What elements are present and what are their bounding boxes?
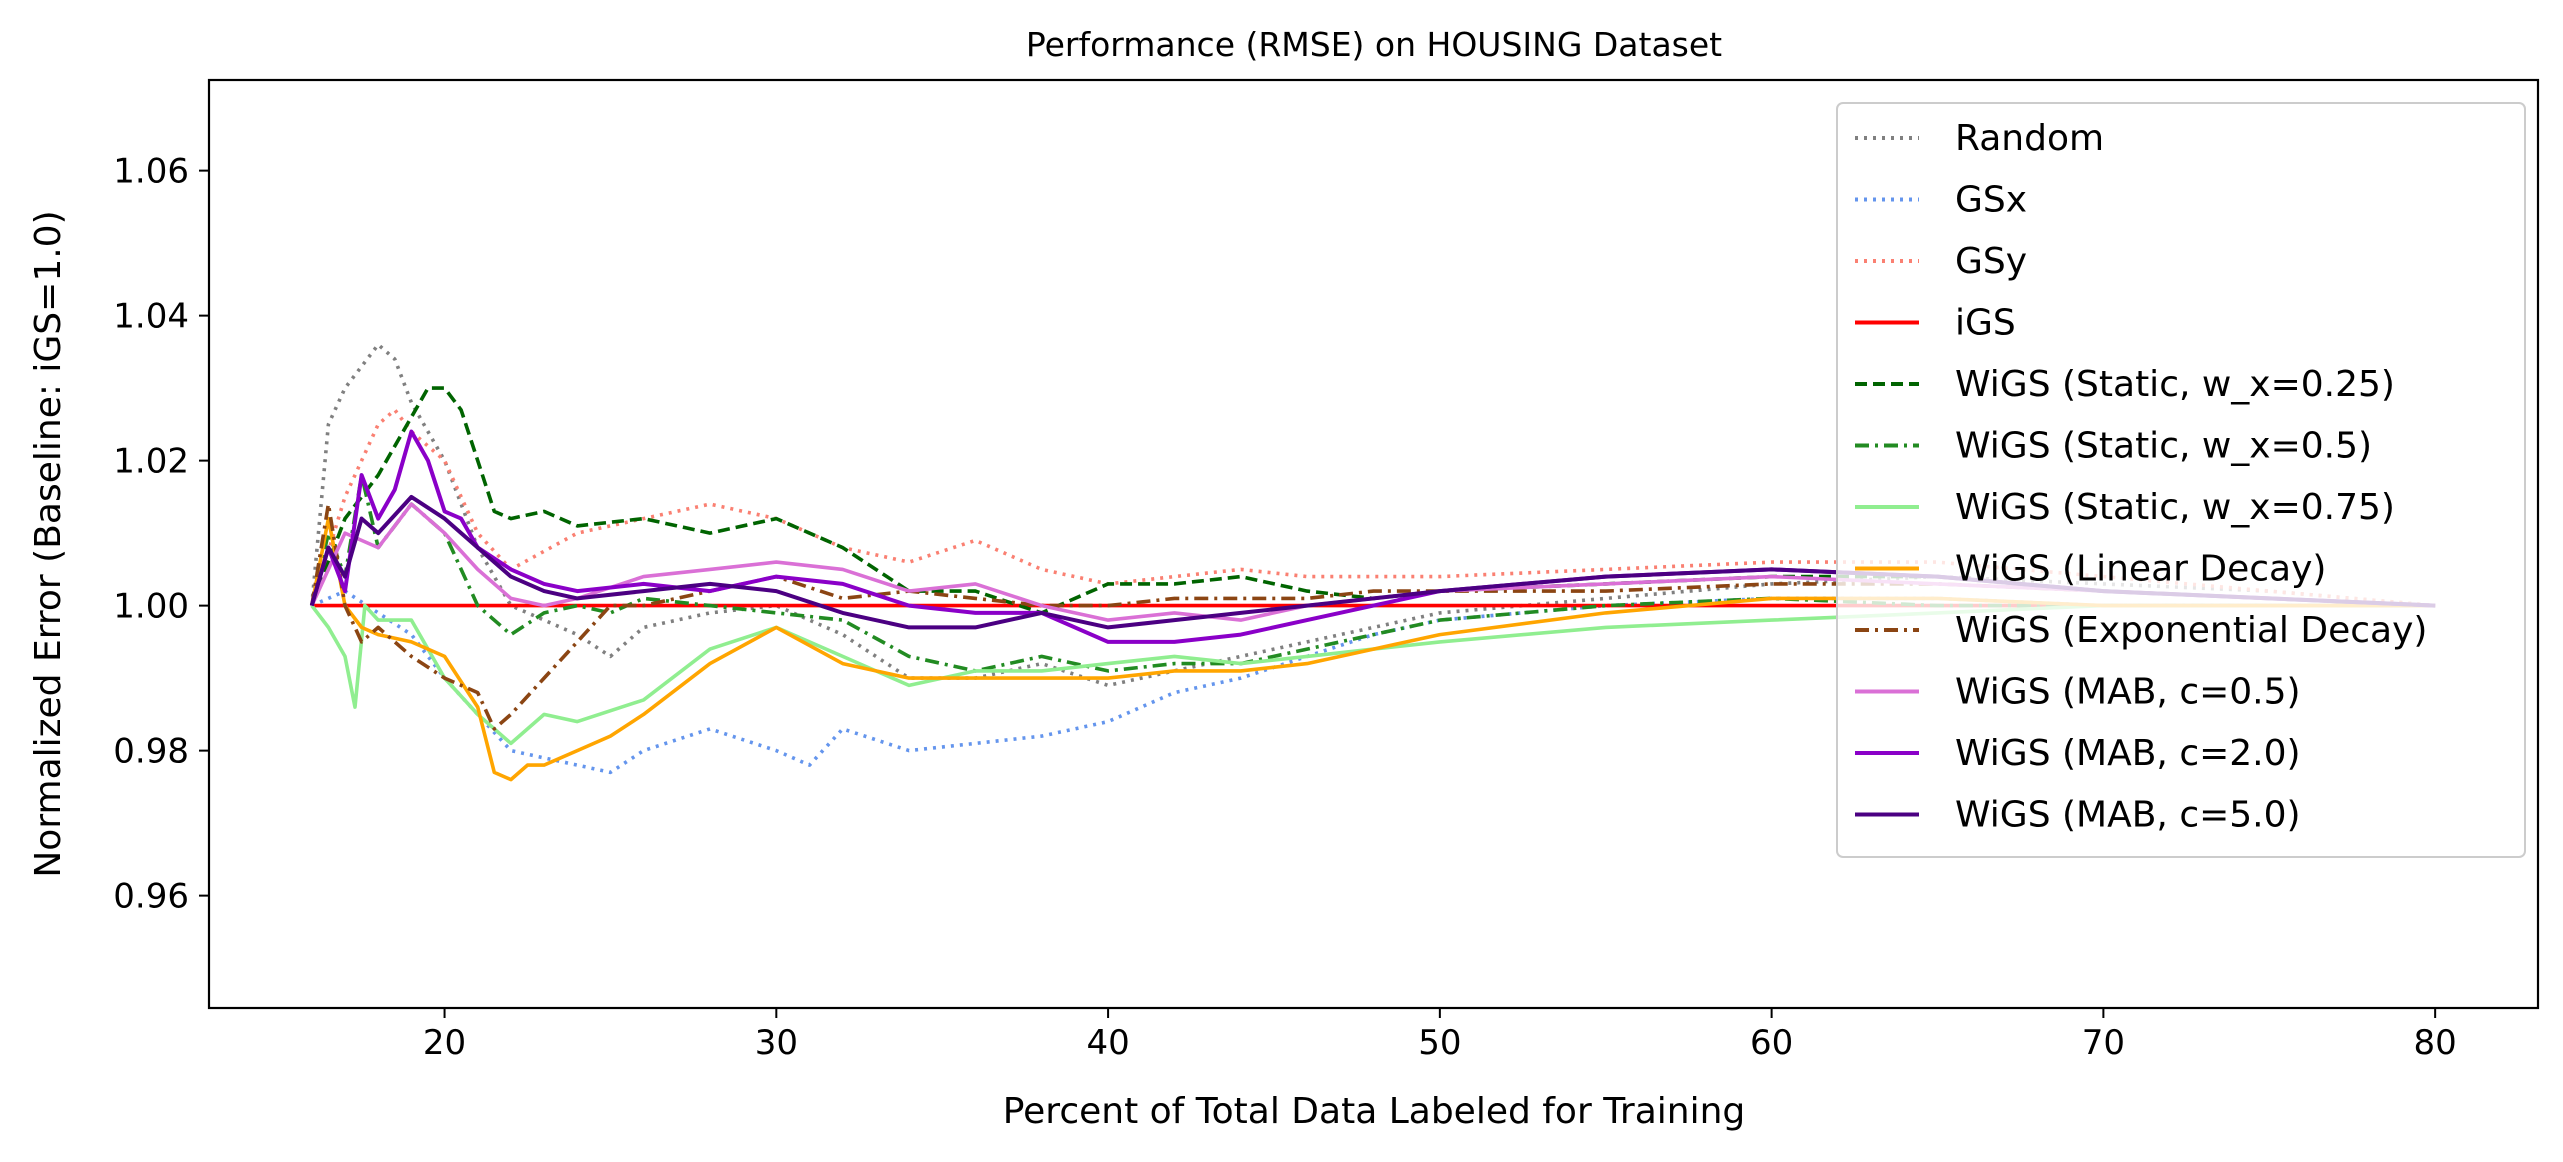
x-tick-label: 40 <box>1086 1023 1129 1063</box>
legend-label-wigs-static-w-x-0-75: WiGS (Static, w_x=0.75) <box>1955 487 2395 528</box>
y-axis: 0.96 0.98 1.00 1.02 1.04 1.06 <box>113 152 209 917</box>
x-tick-label: 30 <box>755 1023 798 1063</box>
legend-label-gsy: GSy <box>1955 241 2027 282</box>
y-tick-label: 0.98 <box>113 732 189 772</box>
y-tick-label: 0.96 <box>113 877 189 917</box>
x-tick-label: 80 <box>2414 1023 2457 1063</box>
x-tick-label: 60 <box>1750 1023 1793 1063</box>
legend-label-wigs-mab-c-2-0: WiGS (MAB, c=2.0) <box>1955 733 2301 774</box>
series-line-random <box>310 342 2436 688</box>
legend: Random GSx GSy iGS WiGS (Static, w_x=0.25) Wi… <box>1836 102 2526 858</box>
legend-box <box>1836 102 2526 858</box>
legend-label-wigs-linear-decay: WiGS (Linear Decay) <box>1955 549 2326 590</box>
legend-label-wigs-static-w-x-0-25: WiGS (Static, w_x=0.25) <box>1955 364 2395 405</box>
x-axis-title: Percent of Total Data Labeled for Traini… <box>1003 1091 1746 1132</box>
series-line-wigs-linear-decay <box>310 516 2436 782</box>
legend-label-random: Random <box>1955 118 2104 159</box>
series-line-wigs-exponential-decay <box>310 502 2436 731</box>
x-tick-label: 70 <box>2082 1023 2125 1063</box>
plot-frame <box>207 78 2540 1010</box>
x-tick-label: 50 <box>1418 1023 1461 1063</box>
chart-title: Performance (RMSE) on HOUSING Dataset <box>1026 25 1722 64</box>
x-tick-label: 20 <box>423 1023 466 1063</box>
legend-label-wigs-mab-c-0-5: WiGS (MAB, c=0.5) <box>1955 672 2301 713</box>
legend-label-wigs-mab-c-5-0: WiGS (MAB, c=5.0) <box>1955 795 2301 836</box>
series-line-wigs-static-w-x-0-75 <box>310 603 2436 746</box>
legend-label-gsx: GSx <box>1955 180 2027 221</box>
series-line-wigs-mab-c-5-0 <box>309 494 2436 630</box>
legend-label-wigs-exponential-decay: WiGS (Exponential Decay) <box>1955 610 2427 651</box>
legend-label-wigs-static-w-x-0-5: WiGS (Static, w_x=0.5) <box>1955 426 2372 467</box>
y-tick-label: 1.00 <box>113 587 189 627</box>
series-line-wigs-mab-c-0-5 <box>310 502 2436 622</box>
y-tick-label: 1.06 <box>113 152 189 192</box>
y-tick-label: 1.02 <box>113 442 189 482</box>
x-axis: 20 30 40 50 60 70 80 <box>423 1008 2457 1063</box>
legend-label-igs: iGS <box>1955 303 2016 344</box>
y-axis-title: Normalized Error (Baseline: iGS=1.0) <box>28 210 69 877</box>
y-tick-label: 1.04 <box>113 297 189 337</box>
